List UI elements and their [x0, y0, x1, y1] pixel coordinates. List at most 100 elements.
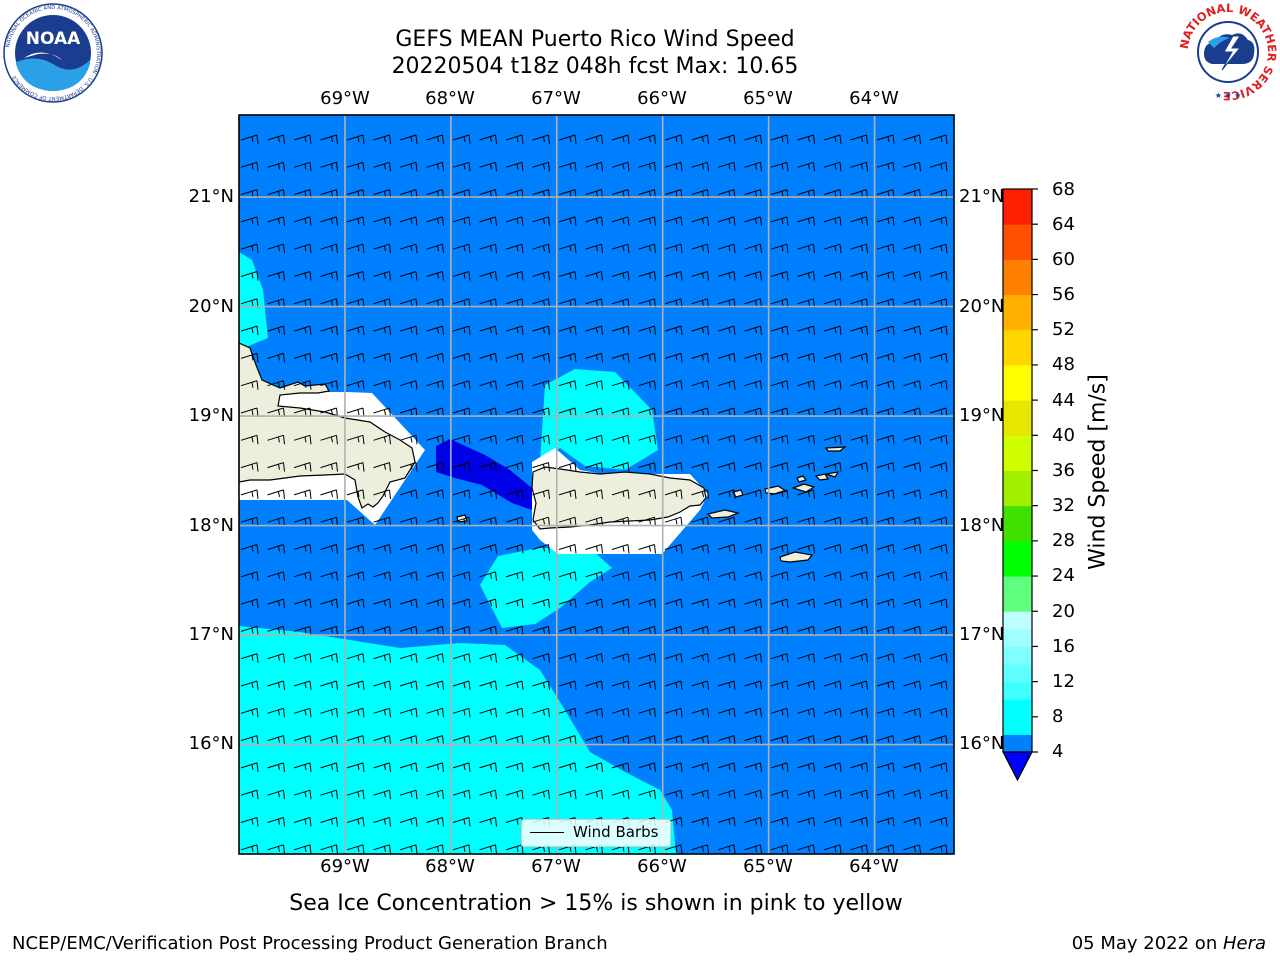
wind-barb	[346, 817, 365, 827]
wind-barb	[320, 216, 338, 226]
wind-barb	[452, 817, 471, 827]
wind-barb	[876, 680, 895, 691]
wind-barb	[823, 325, 842, 336]
wind-barb	[240, 489, 259, 499]
wind-barb	[293, 352, 312, 363]
wind-barb	[399, 844, 418, 854]
wind-barb	[638, 434, 656, 445]
wind-barb	[373, 762, 391, 772]
wind-barb	[240, 707, 259, 718]
wind-barb	[638, 462, 656, 472]
wind-barb	[293, 489, 312, 499]
wind-barb	[903, 161, 921, 172]
wind-barb	[611, 544, 630, 554]
wind-barb	[585, 653, 603, 663]
wind-barb	[399, 571, 418, 581]
colorbar-segment	[1003, 400, 1032, 436]
colorbar-label: Wind Speed [m/s]	[1085, 374, 1111, 570]
wind-barb	[611, 707, 630, 718]
wind-barb	[267, 161, 285, 172]
colorbar-segment	[1003, 734, 1032, 753]
wind-barb	[903, 625, 921, 636]
wind-barb	[611, 489, 630, 499]
wind-barb	[240, 817, 259, 827]
wind-barb	[876, 462, 895, 472]
lon-label: 69°W	[320, 88, 370, 109]
wind-barb	[452, 680, 471, 691]
wind-barb	[717, 817, 736, 827]
colorbar-tick-label: 48	[1052, 354, 1075, 375]
wind-barb	[585, 352, 603, 363]
wind-barb	[399, 516, 418, 527]
wind-barb	[797, 789, 815, 800]
wind-barb	[505, 680, 524, 691]
wind-barb	[505, 462, 524, 472]
wind-barb	[479, 653, 497, 663]
wind-barb	[346, 789, 365, 800]
wind-barb	[903, 680, 921, 691]
wind-barb	[346, 434, 365, 445]
wind-barb	[850, 271, 868, 281]
wind-barb	[532, 680, 550, 691]
wind-barb	[664, 571, 683, 581]
wind-barb	[293, 161, 312, 172]
wind-barb	[532, 571, 550, 581]
wind-barb	[373, 134, 391, 145]
wind-barb	[267, 817, 285, 827]
wind-barb	[505, 789, 524, 800]
wind-barb	[267, 653, 285, 663]
wind-barb	[823, 462, 842, 472]
wind-barb	[823, 653, 842, 663]
wind-barb	[903, 762, 921, 772]
wind-barb	[240, 216, 259, 226]
wind-barb	[929, 817, 948, 827]
wind-barb	[373, 161, 391, 172]
wind-barb	[823, 598, 842, 609]
wind-barb	[426, 707, 444, 718]
wind-barb	[823, 571, 842, 581]
wind-barb	[744, 489, 762, 499]
legend-label: Wind Barbs	[573, 823, 659, 841]
wind-barb	[320, 680, 338, 691]
wind-barb	[293, 571, 312, 581]
wind-barb	[558, 489, 577, 499]
wind-barb	[426, 789, 444, 800]
wind-barb	[585, 216, 603, 226]
colorbar-segment	[1003, 294, 1032, 331]
wind-barb	[638, 680, 656, 691]
wind-barb	[479, 380, 497, 390]
wind-barb	[426, 653, 444, 663]
virgin-islands	[706, 446, 847, 563]
wind-barb	[664, 243, 683, 254]
wind-barb	[585, 571, 603, 581]
wind-barb	[320, 325, 338, 336]
wind-barb	[373, 735, 391, 745]
wind-barb	[691, 844, 709, 854]
wind-barb	[876, 707, 895, 718]
wind-barb	[717, 707, 736, 718]
wind-barb	[346, 844, 365, 854]
wind-barb	[585, 325, 603, 336]
wind-barb	[399, 598, 418, 609]
wind-barb	[346, 271, 365, 281]
wind-barb	[638, 325, 656, 336]
wind-barb	[346, 625, 365, 636]
wind-barb	[532, 516, 550, 527]
wind-barb	[240, 462, 259, 472]
wind-barb	[240, 680, 259, 691]
wind-barb	[452, 325, 471, 336]
wind-barb	[426, 325, 444, 336]
wind-barb	[532, 243, 550, 254]
wind-barb	[903, 707, 921, 718]
colorbar-tick-label: 56	[1052, 284, 1075, 305]
wind-barb	[585, 680, 603, 691]
wind-barb	[320, 544, 338, 554]
wind-barb	[240, 844, 259, 854]
wind-barb	[293, 434, 312, 445]
wind-barb	[664, 380, 683, 390]
wind-barb	[426, 844, 444, 854]
wind-barb	[267, 571, 285, 581]
wind-barb	[770, 216, 789, 226]
wind-barb	[929, 516, 948, 527]
wind-barb	[797, 817, 815, 827]
